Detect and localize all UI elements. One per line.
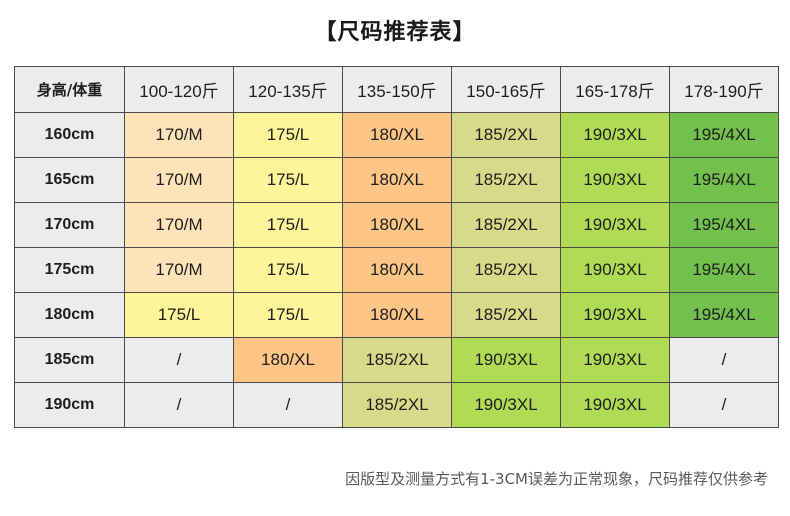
corner-header: 身高/体重 [14, 66, 125, 113]
weight-header: 165-178斤 [560, 66, 670, 113]
size-cell: 185/2XL [342, 337, 452, 383]
size-cell: 190/3XL [560, 337, 670, 383]
size-cell: 170/M [124, 112, 234, 158]
size-cell: 185/2XL [451, 157, 561, 203]
size-cell: 190/3XL [560, 112, 670, 158]
empty-size-cell: / [124, 382, 234, 428]
size-cell: 190/3XL [560, 292, 670, 338]
table-row: 165cm 170/M 175/L 180/XL 185/2XL 190/3XL 195/4… [14, 157, 779, 203]
disclaimer-note: 因版型及测量方式有1-3CM误差为正常现象，尺码推荐仅供参考 [345, 470, 768, 488]
height-label: 170cm [14, 202, 125, 248]
weight-header: 120-135斤 [233, 66, 343, 113]
size-cell: 175/L [233, 292, 343, 338]
weight-header: 178-190斤 [669, 66, 779, 113]
weight-header: 150-165斤 [451, 66, 561, 113]
size-cell: 185/2XL [451, 292, 561, 338]
size-cell: 190/3XL [560, 247, 670, 293]
height-label: 190cm [14, 382, 125, 428]
size-cell: 190/3XL [560, 382, 670, 428]
size-cell: 190/3XL [451, 382, 561, 428]
size-cell: 195/4XL [669, 112, 779, 158]
size-cell: 175/L [233, 202, 343, 248]
header-row: 身高/体重 100-120斤 120-135斤 135-150斤 150-165… [14, 66, 779, 113]
size-cell: 180/XL [342, 112, 452, 158]
height-label: 175cm [14, 247, 125, 293]
size-cell: 195/4XL [669, 292, 779, 338]
size-cell: 175/L [233, 112, 343, 158]
size-cell: 190/3XL [451, 337, 561, 383]
height-label: 165cm [14, 157, 125, 203]
table-row: 185cm/180/XL 185/2XL 190/3XL 190/3XL / [14, 337, 779, 383]
size-cell: 175/L [233, 157, 343, 203]
size-cell: 195/4XL [669, 202, 779, 248]
size-cell: 185/2XL [342, 382, 452, 428]
size-recommendation-table: 身高/体重 100-120斤 120-135斤 135-150斤 150-165… [14, 66, 779, 428]
table-body: 160cm 170/M 175/L 180/XL 185/2XL 190/3XL 195/4… [14, 112, 779, 428]
table-row: 160cm 170/M 175/L 180/XL 185/2XL 190/3XL 195/4… [14, 112, 779, 158]
table-row: 175cm 170/M 175/L 180/XL 185/2XL 190/3XL 195/4… [14, 247, 779, 293]
empty-size-cell: / [124, 337, 234, 383]
size-cell: 190/3XL [560, 157, 670, 203]
size-cell: 170/M [124, 247, 234, 293]
table-row: 190cm //185/2XL 190/3XL 190/3XL / [14, 382, 779, 428]
empty-size-cell: / [669, 382, 779, 428]
size-cell: 180/XL [342, 202, 452, 248]
size-cell: 170/M [124, 157, 234, 203]
size-cell: 185/2XL [451, 247, 561, 293]
height-label: 180cm [14, 292, 125, 338]
weight-header: 135-150斤 [342, 66, 452, 113]
empty-size-cell: / [233, 382, 343, 428]
size-cell: 180/XL [342, 292, 452, 338]
size-cell: 180/XL [233, 337, 343, 383]
size-cell: 170/M [124, 202, 234, 248]
size-cell: 195/4XL [669, 247, 779, 293]
size-cell: 180/XL [342, 247, 452, 293]
height-label: 160cm [14, 112, 125, 158]
table-row: 170cm 170/M 175/L 180/XL 185/2XL 190/3XL 195/4… [14, 202, 779, 248]
size-cell: 185/2XL [451, 112, 561, 158]
size-cell: 175/L [124, 292, 234, 338]
height-label: 185cm [14, 337, 125, 383]
page-title: 【尺码推荐表】 [314, 20, 476, 45]
weight-header: 100-120斤 [124, 66, 234, 113]
size-cell: 195/4XL [669, 157, 779, 203]
size-cell: 190/3XL [560, 202, 670, 248]
size-cell: 185/2XL [451, 202, 561, 248]
size-cell: 175/L [233, 247, 343, 293]
table-row: 180cm 175/L 175/L 180/XL 185/2XL 190/3XL 195/4… [14, 292, 779, 338]
empty-size-cell: / [669, 337, 779, 383]
size-cell: 180/XL [342, 157, 452, 203]
